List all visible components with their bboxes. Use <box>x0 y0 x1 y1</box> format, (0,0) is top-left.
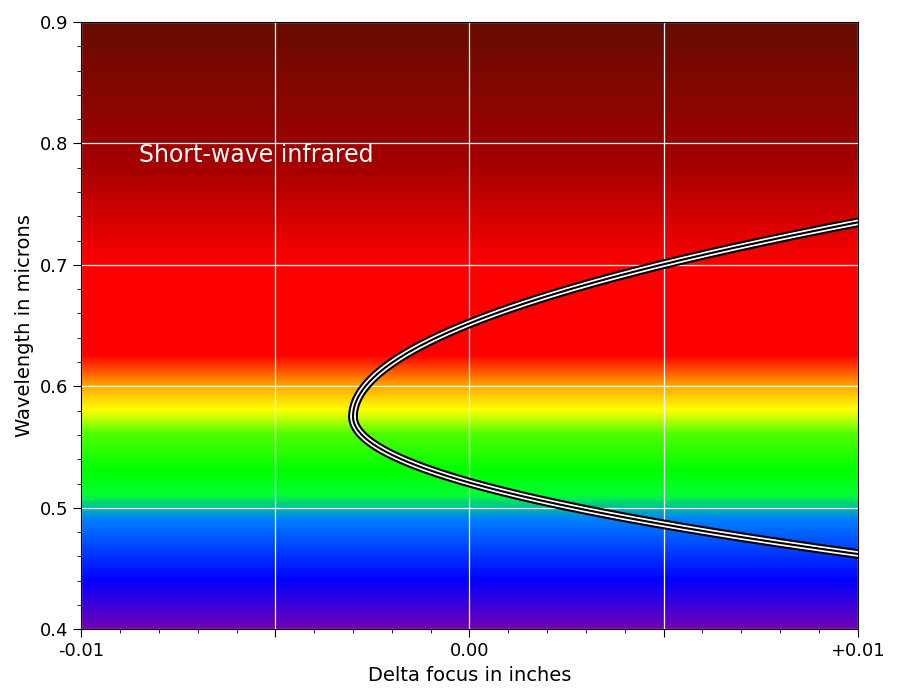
X-axis label: Delta focus in inches: Delta focus in inches <box>368 666 572 685</box>
Text: Short-wave infrared: Short-wave infrared <box>140 143 374 167</box>
Y-axis label: Wavelength in microns: Wavelength in microns <box>15 214 34 437</box>
